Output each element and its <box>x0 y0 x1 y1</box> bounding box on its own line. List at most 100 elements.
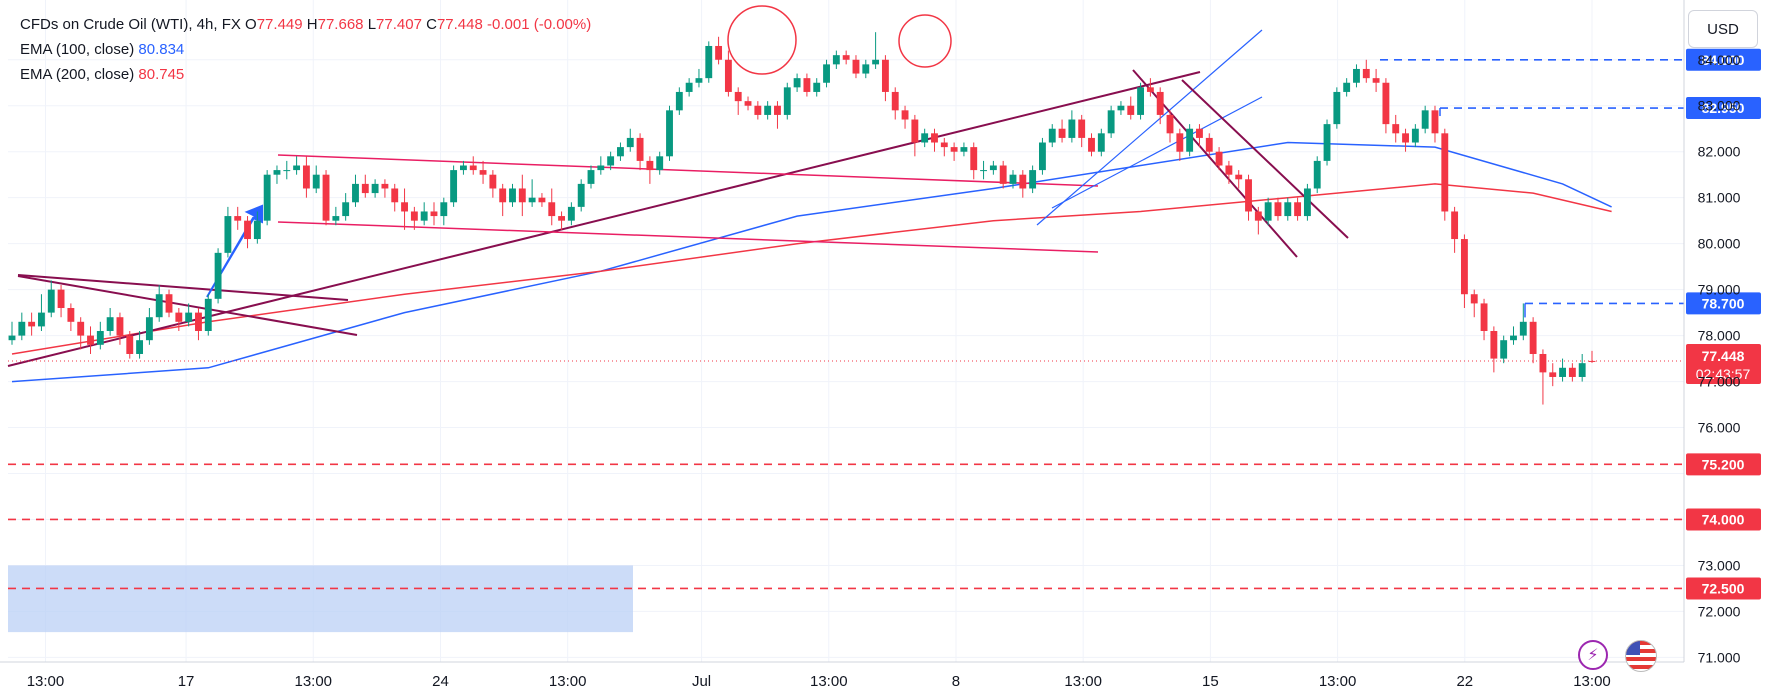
axes <box>0 0 1685 663</box>
price-level-badge <box>1686 48 1761 71</box>
candle-body <box>332 216 340 221</box>
ema-lines <box>11 141 1612 383</box>
currency-button[interactable]: USD <box>1688 10 1758 48</box>
y-tick-label: 80.000 <box>1698 236 1741 252</box>
candle-body <box>96 331 104 345</box>
candle-body <box>1441 133 1449 212</box>
candle-body <box>783 87 791 115</box>
candle-body <box>1353 68 1360 83</box>
candle-body <box>1392 124 1400 134</box>
candle-body <box>1078 119 1086 138</box>
candle-body <box>931 133 938 143</box>
countdown-label: 02:43:57 <box>1696 366 1751 382</box>
candle-body <box>195 312 202 331</box>
us-flag-icon[interactable] <box>1625 640 1657 672</box>
candle-body <box>322 174 330 221</box>
candle-body <box>1146 87 1154 92</box>
candle-body <box>253 220 261 240</box>
candle-body <box>136 340 144 354</box>
candle-body <box>1284 202 1292 217</box>
close-value: 77.448 <box>436 16 483 33</box>
ema100-line <box>11 141 1612 383</box>
candle-body <box>391 188 399 203</box>
candle-body <box>352 183 359 203</box>
candle-body <box>1088 137 1095 152</box>
x-tick-label: 22 <box>1456 673 1473 690</box>
candle-body <box>273 170 281 175</box>
lightning-icon[interactable]: ⚡ <box>1578 640 1608 670</box>
candle-body <box>18 321 26 336</box>
candle-body <box>509 188 516 203</box>
candle-body <box>420 211 428 221</box>
candle-body <box>1215 151 1223 166</box>
candle-body <box>940 142 948 148</box>
candle-body <box>980 170 987 172</box>
candle-body <box>1068 119 1076 138</box>
ema200-row[interactable]: EMA (200, close) 80.745 <box>20 62 591 87</box>
ema200-label: EMA (200, close) <box>20 66 135 83</box>
candle-body <box>1009 174 1017 184</box>
support-zone-rect <box>8 565 633 633</box>
ohlc-row: CFDs on Crude Oil (WTI), 4h, FX O77.449 … <box>20 12 591 37</box>
candle-body <box>8 335 16 341</box>
high-label: H <box>306 16 318 33</box>
change-value: -0.001 (-0.00%) <box>487 16 592 33</box>
candle-body <box>1176 133 1184 152</box>
candle-body <box>165 294 173 313</box>
candle-body <box>1274 202 1282 217</box>
x-tick-label: 15 <box>1202 673 1219 690</box>
ema100-label: EMA (100, close) <box>20 41 135 58</box>
candle-body <box>617 147 624 157</box>
candle-body <box>587 170 595 184</box>
x-tick-label: 13:00 <box>294 673 332 690</box>
x-tick-label: 13:00 <box>1319 673 1357 690</box>
candle-body <box>1107 110 1115 134</box>
candle-body <box>1196 128 1203 138</box>
candle-body <box>793 78 801 88</box>
candle-body <box>244 220 251 240</box>
symbol-title: CFDs on Crude Oil (WTI), 4h, FX <box>20 16 241 33</box>
double-top-circle <box>727 5 797 75</box>
candle-body <box>1362 68 1370 79</box>
x-tick-label: 13:00 <box>810 673 848 690</box>
candle-body <box>381 183 389 189</box>
candle-body <box>695 78 703 83</box>
candle-body <box>489 174 497 189</box>
candle-body <box>597 165 605 171</box>
candle-body <box>1225 165 1233 175</box>
candle-body <box>1323 124 1331 161</box>
candle-body <box>656 156 664 171</box>
candle-body <box>1303 188 1311 217</box>
candle-body <box>852 59 860 74</box>
candle-body <box>1343 82 1351 92</box>
ema100-value: 80.834 <box>138 41 185 58</box>
candle-body <box>567 206 575 221</box>
x-tick-label: 13:00 <box>1064 673 1102 690</box>
candle-body <box>263 174 271 221</box>
y-tick-label: 76.000 <box>1698 420 1741 436</box>
candle-body <box>754 105 762 115</box>
candle-body <box>832 55 840 65</box>
candle-body <box>77 321 85 336</box>
x-tick-label: 24 <box>432 673 449 690</box>
chart-legend: CFDs on Crude Oil (WTI), 4h, FX O77.449 … <box>20 12 591 87</box>
candle-body <box>214 252 222 299</box>
y-tick-label: 72.000 <box>1698 603 1741 619</box>
candle-body <box>705 45 713 79</box>
candle-body <box>646 160 654 171</box>
price-level-label: 72.500 <box>1702 580 1745 596</box>
candle-body <box>479 170 487 175</box>
candle-body <box>410 211 418 221</box>
candle-body <box>57 289 65 309</box>
y-tick-label: 81.000 <box>1698 190 1741 206</box>
candle-body <box>234 216 242 221</box>
candle-body <box>361 183 369 194</box>
ema100-row[interactable]: EMA (100, close) 80.834 <box>20 37 591 62</box>
candle-body <box>1519 321 1527 336</box>
candle-body <box>1294 202 1302 217</box>
candle-body <box>1186 128 1194 152</box>
candle-body <box>1137 87 1145 115</box>
candle-body <box>371 183 379 194</box>
last-price-label: 77.448 <box>1702 348 1745 364</box>
